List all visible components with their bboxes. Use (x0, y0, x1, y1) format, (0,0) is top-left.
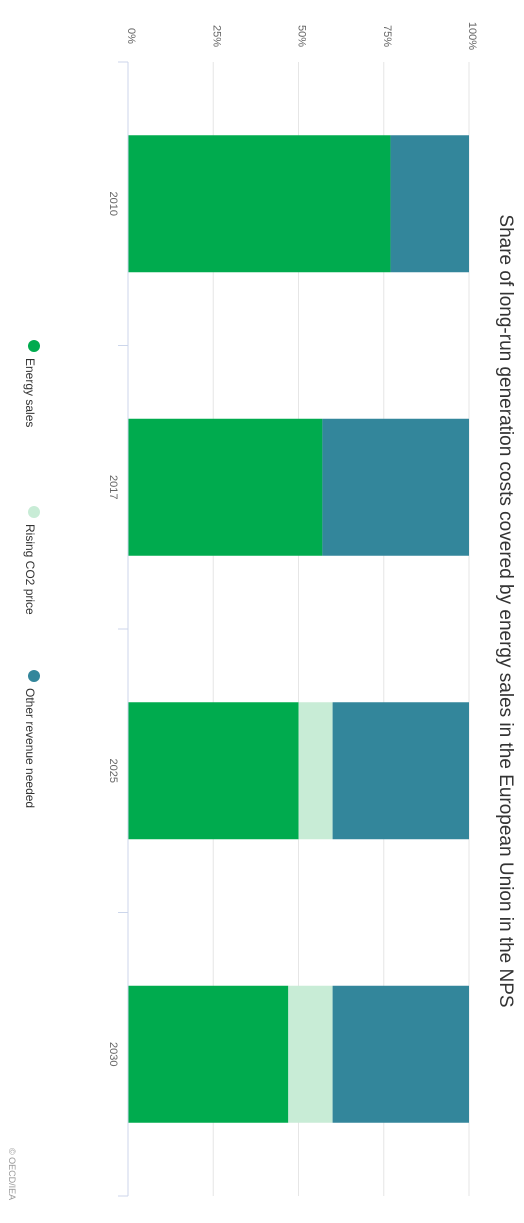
y-tick-label: 0% (125, 28, 137, 44)
legend-label: Rising CO2 price (23, 524, 37, 615)
y-tick-label: 25% (210, 25, 222, 47)
chart-credit: © OECD/IEA (7, 1148, 17, 1200)
bar-segment (288, 985, 333, 1123)
bar-segment (128, 985, 289, 1123)
bar-segment (128, 418, 323, 556)
y-tick-label: 100% (466, 22, 478, 50)
x-tick-label: 2017 (107, 475, 119, 499)
legend: Energy sales Rising CO2 price Other revenu… (23, 340, 40, 808)
bar-segment (332, 702, 469, 840)
bar-segment (128, 135, 391, 273)
legend-label: Other revenue needed (23, 688, 37, 808)
y-tick-label: 75% (381, 25, 393, 47)
legend-marker (28, 506, 40, 518)
legend-label: Energy sales (23, 358, 37, 427)
bars (128, 135, 469, 1123)
x-tick-label: 2025 (107, 759, 119, 783)
y-tick-label: 50% (296, 25, 308, 47)
bar-segment (390, 135, 469, 273)
bar-segment (128, 702, 299, 840)
chart-title: Share of long-run generation costs cover… (495, 214, 516, 1007)
bar-segment (332, 985, 469, 1123)
legend-marker (28, 340, 40, 352)
bar-segment (298, 702, 333, 840)
legend-marker (28, 670, 40, 682)
x-tick-label: 2010 (107, 192, 119, 216)
axes: 0% 25% 50% 75% 100% 2010 2017 2025 2030 (107, 22, 478, 1197)
bar-segment (322, 418, 469, 556)
x-tick-label: 2030 (107, 1042, 119, 1066)
